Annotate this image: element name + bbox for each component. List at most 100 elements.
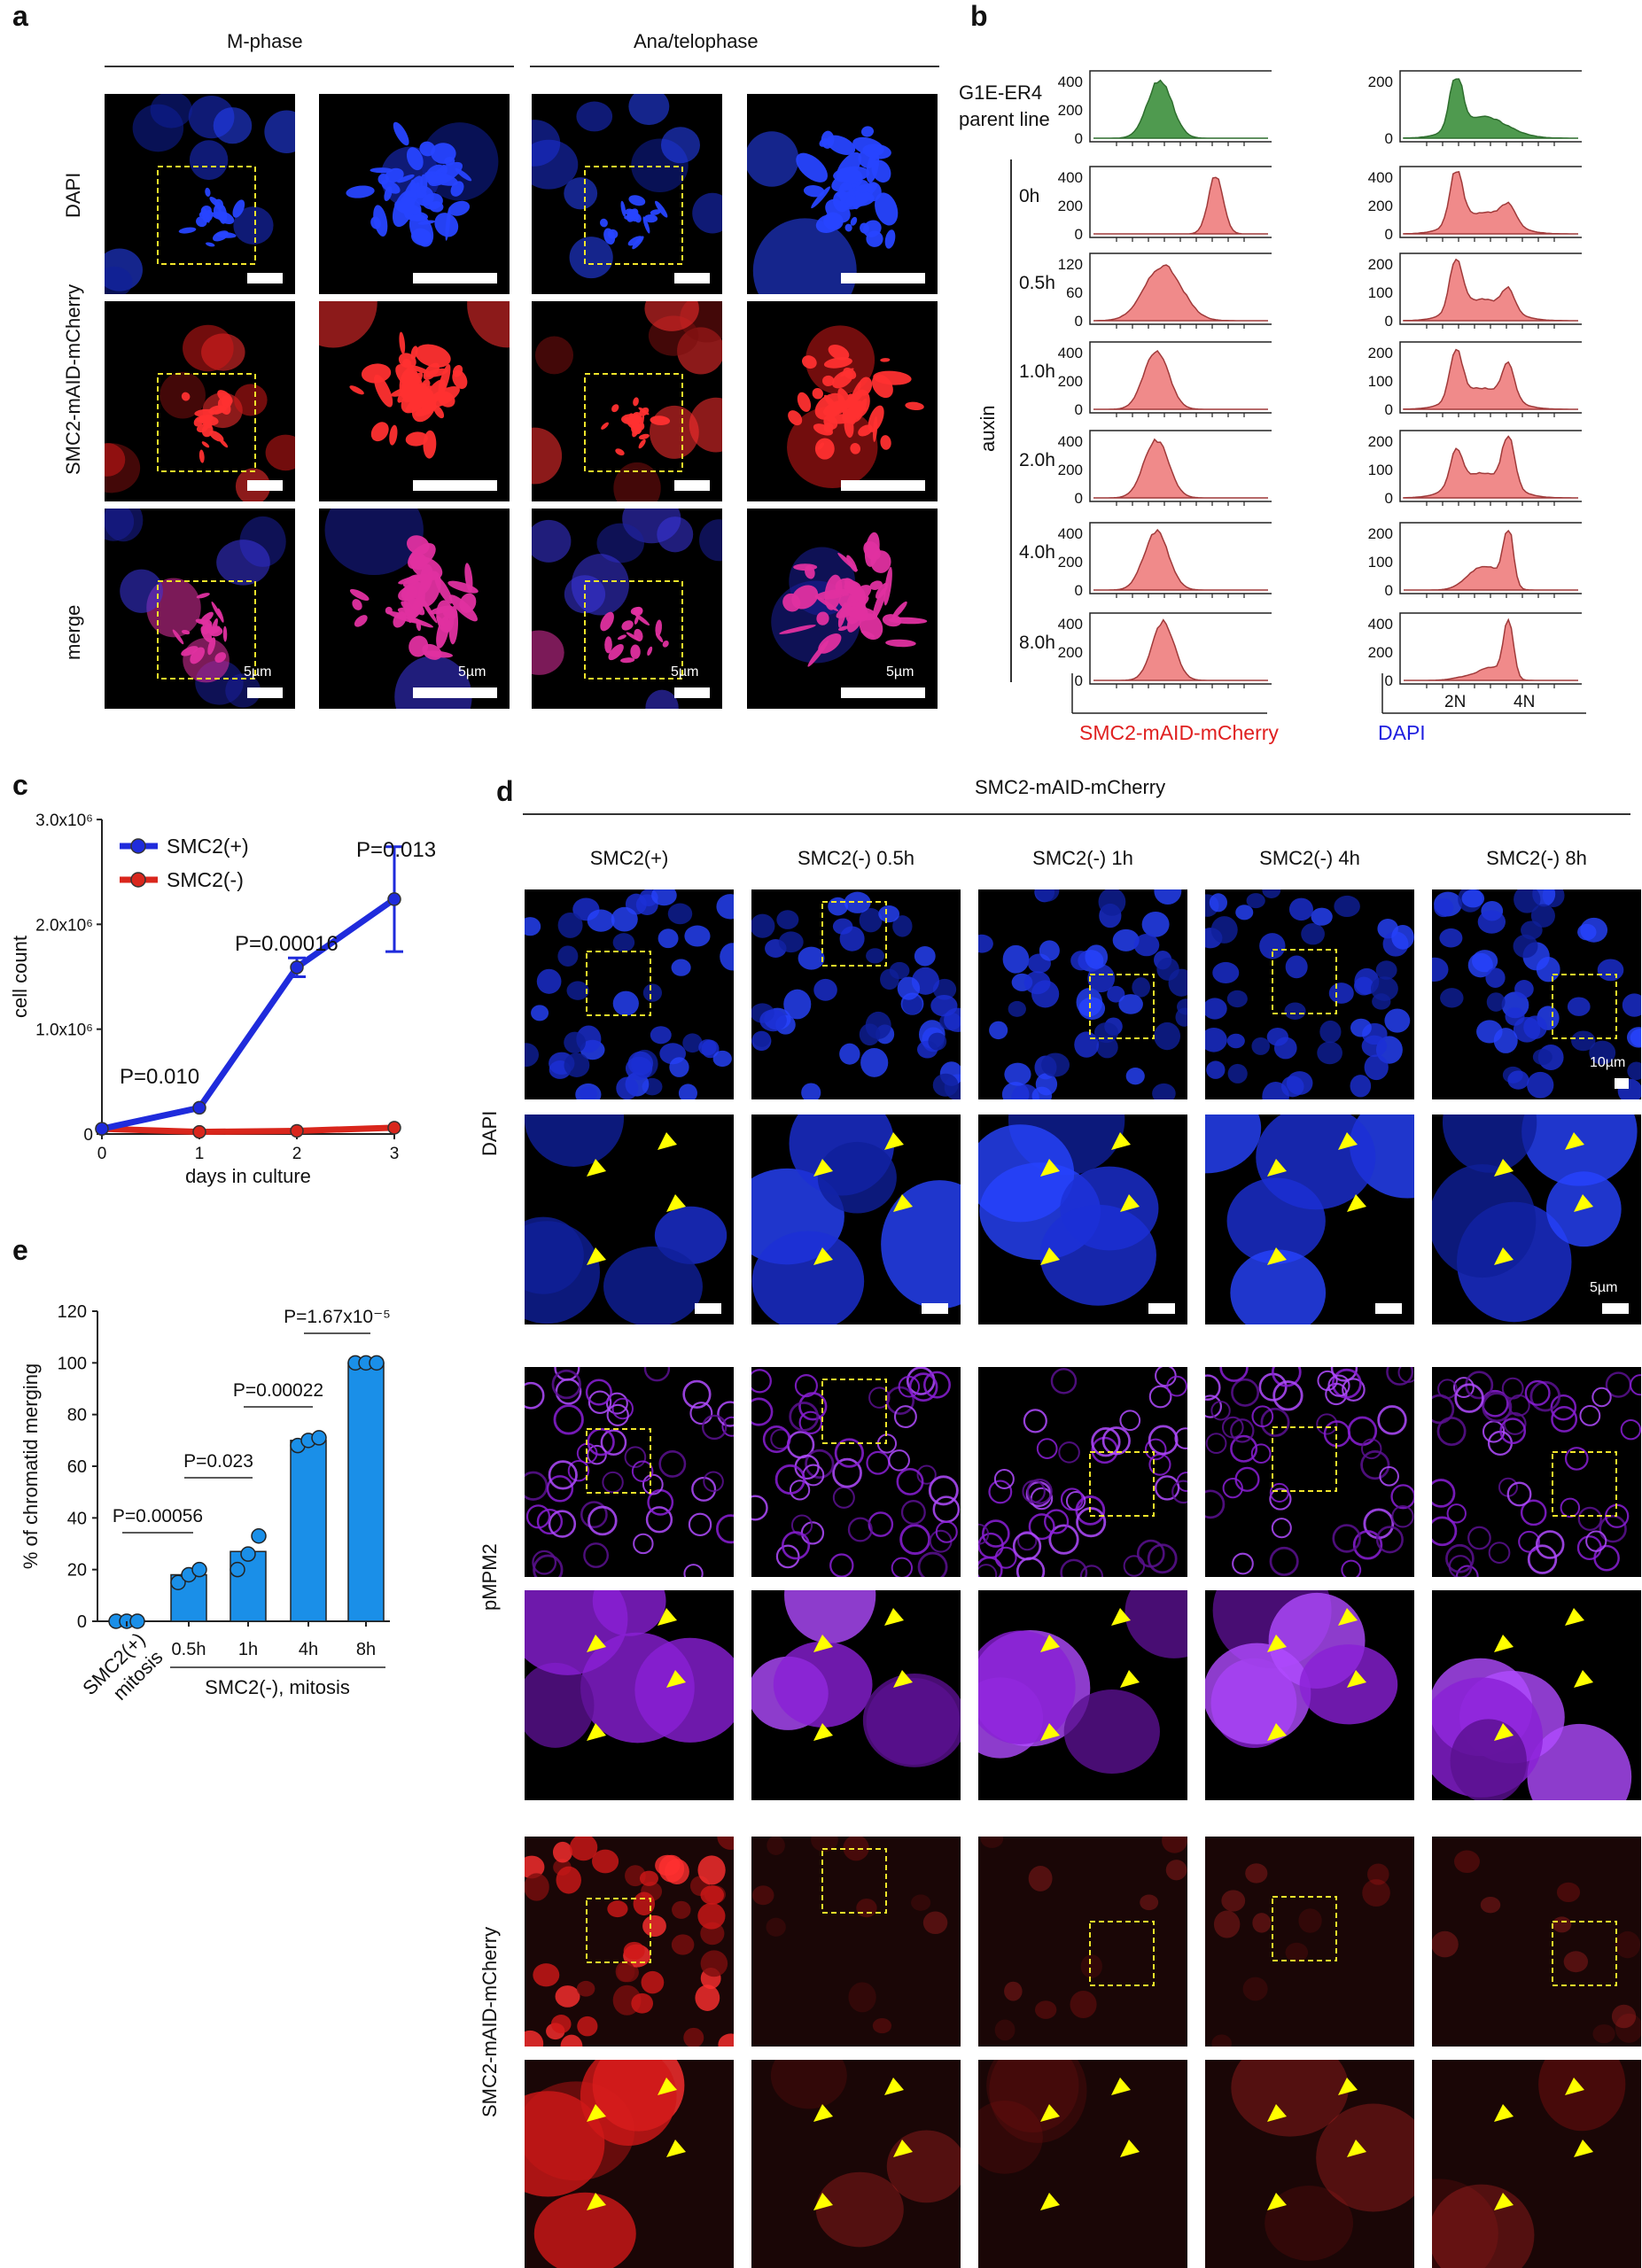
data-point: [95, 1122, 109, 1136]
micrograph-d-r2-c0: [525, 1367, 734, 1577]
histogram-left-2: [1093, 264, 1268, 322]
y-tick-label: 0: [1075, 490, 1083, 507]
micrograph-d-r2-c3: [1205, 1367, 1414, 1577]
micrograph-a-r0-c3: [747, 94, 938, 294]
p-value-annotation: P=0.00016: [235, 932, 339, 956]
micrograph-d-r0-c1: [751, 889, 961, 1099]
y-tick-label: 80: [67, 1406, 87, 1425]
micrograph-d-r4-c4: [1432, 1837, 1641, 2047]
micrograph-d-r4-c0: [525, 1837, 734, 2047]
scale-bar: [247, 687, 283, 698]
replicate-point: [369, 1355, 385, 1371]
micrograph-d-r4-c2: [978, 1837, 1187, 2047]
parent-line-label-1: G1E-ER4: [959, 82, 1043, 104]
header-rule: [105, 66, 514, 67]
y-tick-label: 400: [1058, 616, 1083, 633]
y-tick-label: 400: [1058, 433, 1083, 450]
scale-bar: [413, 480, 497, 491]
replicate-point: [311, 1430, 327, 1446]
time-label: 0h: [1019, 186, 1039, 206]
micrograph-a-r2-c3: [747, 509, 938, 709]
y-tick-label: 200: [1368, 345, 1393, 361]
histogram-left-3: [1093, 349, 1268, 410]
y-tick-label: 200: [1368, 74, 1393, 90]
micrograph-d-r5-c2: [978, 2060, 1187, 2268]
scale-bar: [841, 687, 925, 698]
y-tick-label: 200: [1058, 373, 1083, 390]
micrograph-d-r0-c0: [525, 889, 734, 1099]
x-axis-label: days in culture: [185, 1165, 311, 1187]
y-tick-label: 0: [1075, 130, 1083, 147]
x-tick-label: 4h: [299, 1640, 318, 1659]
micrograph-a-r0-c2: [532, 94, 722, 294]
panel-label-c: c: [12, 769, 28, 801]
series-line-SMC2(+): [101, 897, 397, 1132]
micrograph-a-r0-c1: [319, 94, 510, 294]
y-axis-label: cell count: [9, 936, 31, 1018]
scale-bar-label: 10µm: [1590, 1055, 1626, 1070]
micrograph-d-r4-c1: [751, 1837, 961, 2047]
y-tick-label: 200: [1058, 554, 1083, 571]
scale-bar: [247, 480, 283, 491]
x-tick-label: 1h: [238, 1640, 258, 1659]
header-rule: [530, 66, 939, 67]
micrograph-a-r1-c3: [747, 301, 938, 501]
bar-4: [347, 1362, 385, 1622]
scale-bar: [922, 1303, 948, 1314]
y-tick-label: 0: [1385, 226, 1393, 243]
panel-label-a: a: [12, 0, 28, 32]
col-header: SMC2(-) 8h: [1486, 847, 1587, 869]
histogram-right-1: [1403, 171, 1578, 235]
histogram-right-5: [1404, 529, 1578, 591]
y-tick-label: 40: [67, 1509, 87, 1528]
y-tick-label: 100: [1368, 462, 1393, 478]
x-axis-mcherry: SMC2-mAID-mCherry: [1079, 721, 1279, 744]
auxin-bracket: [1010, 159, 1012, 682]
micrograph-d-r3-c1: [751, 1590, 961, 1800]
ploidy-4n: 4N: [1514, 693, 1535, 711]
bar-3: [290, 1440, 327, 1622]
micrograph-a-r0-c0: [105, 94, 295, 294]
p-value-annotation: P=0.00022: [233, 1380, 323, 1401]
scale-bar: [695, 1303, 721, 1314]
y-tick-label: 0: [1075, 582, 1083, 599]
time-label: 4.0h: [1019, 542, 1055, 563]
micrograph-d-r5-c0: [525, 2060, 734, 2268]
merging-bar-chart: 0 20 40 60 80 100 120 % of chromatid merging 0.5…: [19, 1302, 391, 1705]
flow-histograms: 400 200 0 200 0 400 200 0 400 200 0 0h 120 60 0 200 100 0…: [1019, 70, 1586, 714]
col-header-m-phase: M-phase: [227, 30, 303, 52]
panel-label-e: e: [12, 1234, 28, 1266]
y-tick-label: 1.0x10⁶: [35, 1021, 93, 1040]
micrograph-d-r0-c2: [978, 889, 1187, 1099]
data-point: [387, 1121, 401, 1135]
scale-bar: [841, 273, 925, 284]
micrograph-d-r0-c3: [1205, 889, 1414, 1099]
x-group-label: SMC2(-), mitosis: [205, 1676, 350, 1698]
y-tick-label: 400: [1368, 169, 1393, 186]
y-tick-label: 60: [67, 1457, 87, 1477]
x-axis-dapi: DAPI: [1378, 721, 1426, 744]
y-tick-label: 0: [1385, 582, 1393, 599]
y-tick-label: 100: [1368, 284, 1393, 301]
replicate-point: [240, 1546, 256, 1562]
header-rule: [523, 813, 1630, 815]
y-tick-label: 200: [1368, 644, 1393, 661]
y-tick-label: 200: [1368, 256, 1393, 273]
micrograph-d-r3-c4: [1432, 1590, 1641, 1800]
row-label-dapi: DAPI: [479, 1110, 501, 1156]
y-tick-label: 0: [1385, 401, 1393, 418]
col-header-ana-telophase: Ana/telophase: [634, 30, 759, 52]
scale-bar-label: 5µm: [671, 664, 699, 680]
histogram-right-4: [1403, 435, 1578, 499]
histogram-frame: [1089, 166, 1272, 238]
legend-marker: [130, 872, 146, 888]
histogram-left-4: [1093, 438, 1268, 499]
panel-label-b: b: [970, 0, 988, 32]
data-point: [290, 960, 304, 975]
scale-bar: [674, 687, 710, 698]
scale-bar: [841, 480, 925, 491]
y-tick-label: 0: [1385, 490, 1393, 507]
parent-line-label-2: parent line: [959, 108, 1050, 130]
y-tick-label: 400: [1058, 169, 1083, 186]
histogram-right-0: [1403, 78, 1578, 139]
